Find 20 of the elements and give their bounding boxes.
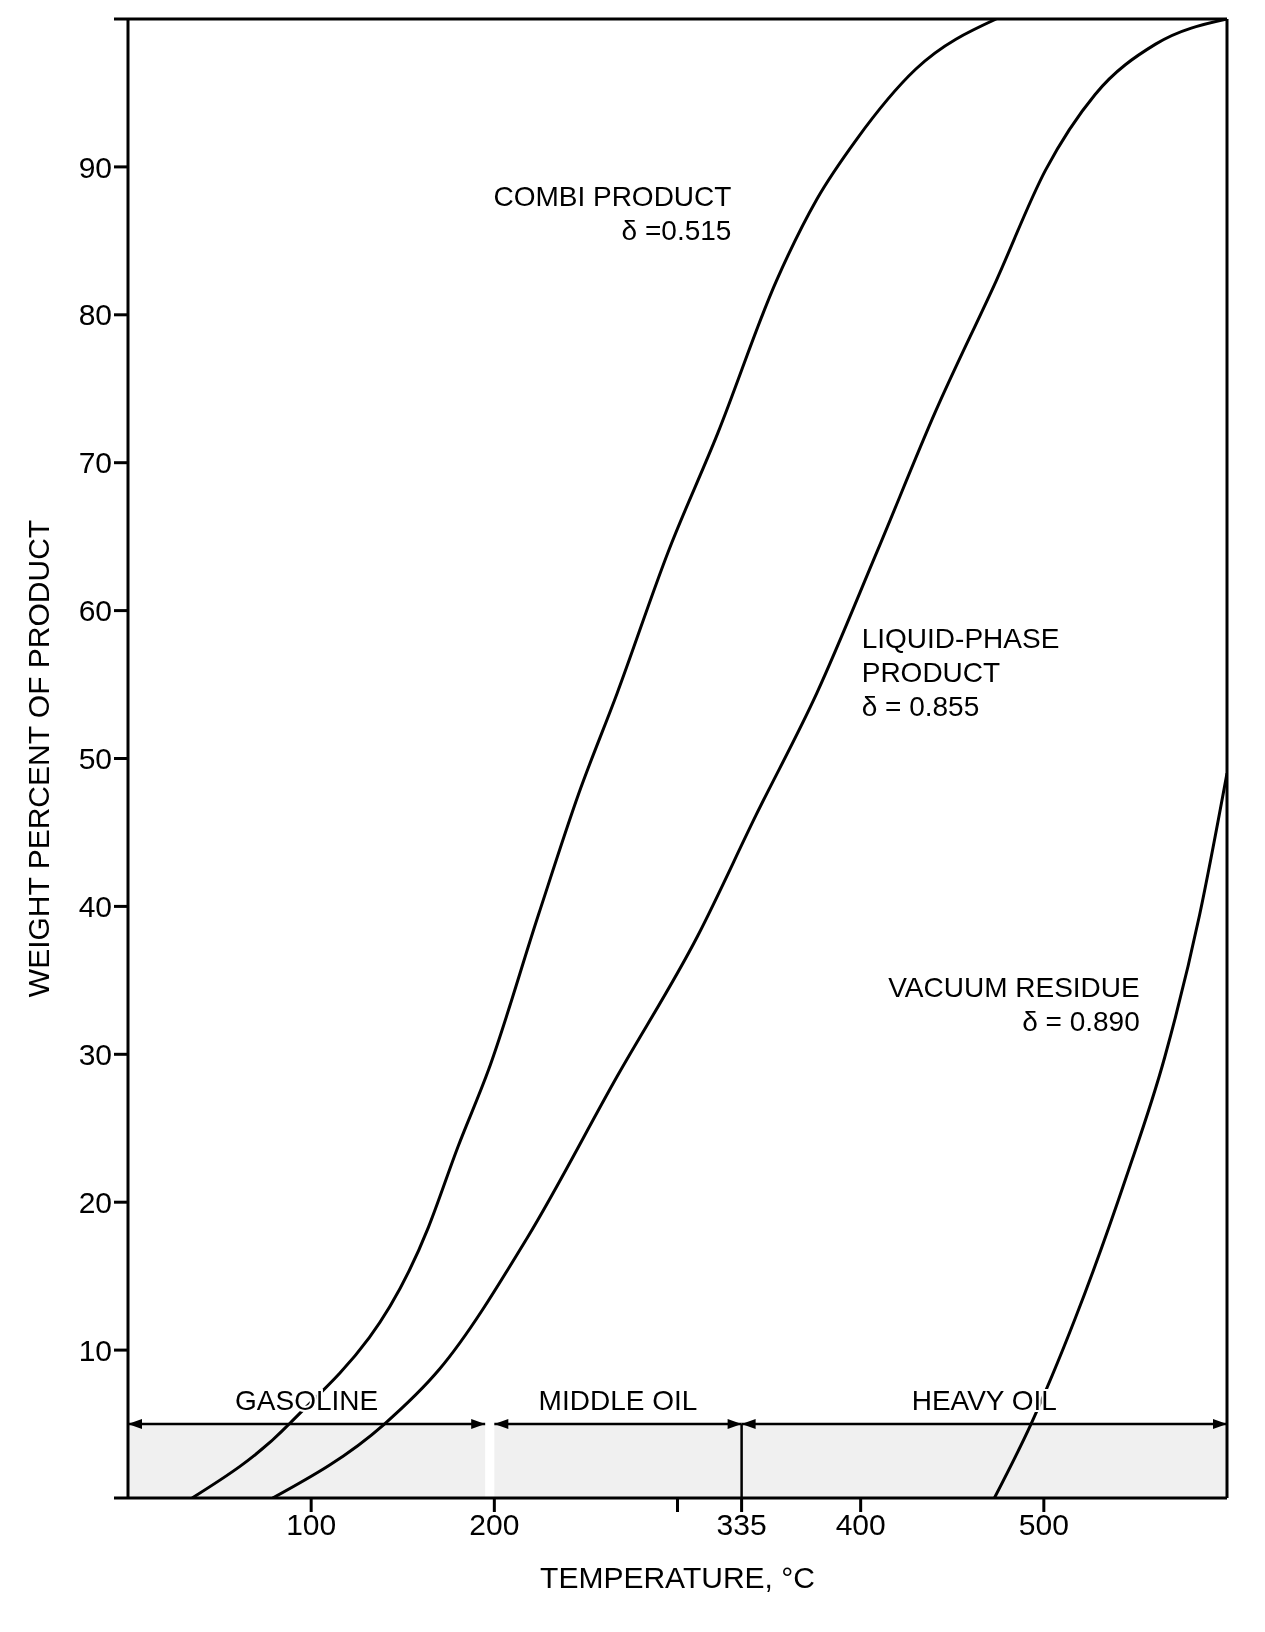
x-axis-title: TEMPERATURE, °C (540, 1561, 815, 1594)
y-axis-title: WEIGHT PERCENT OF PRODUCT (21, 519, 55, 998)
x-tick-label: 500 (1018, 1508, 1069, 1542)
y-tick-label: 60 (78, 594, 112, 628)
y-tick-label: 70 (78, 446, 112, 480)
y-tick-label: 50 (78, 742, 112, 776)
y-tick-label: 80 (78, 298, 112, 332)
y-tick-label: 20 (78, 1185, 112, 1219)
series-label: LIQUID-PHASE PRODUCT δ = 0.855 (861, 623, 1060, 723)
y-tick-label: 10 (78, 1333, 112, 1367)
band-label: MIDDLE OIL (538, 1385, 698, 1417)
y-tick-label: 30 (78, 1037, 112, 1071)
series-label: COMBI PRODUCT δ =0.515 (493, 180, 732, 246)
x-tick-label: 400 (835, 1508, 886, 1542)
series-label: VACUUM RESIDUE δ = 0.890 (888, 972, 1140, 1038)
x-tick-label: 100 (286, 1508, 337, 1542)
x-tick-label: 200 (469, 1508, 520, 1542)
y-tick-label: 90 (78, 150, 112, 184)
y-tick-label: 40 (78, 890, 112, 924)
x-tick-label: 335 (716, 1508, 767, 1542)
